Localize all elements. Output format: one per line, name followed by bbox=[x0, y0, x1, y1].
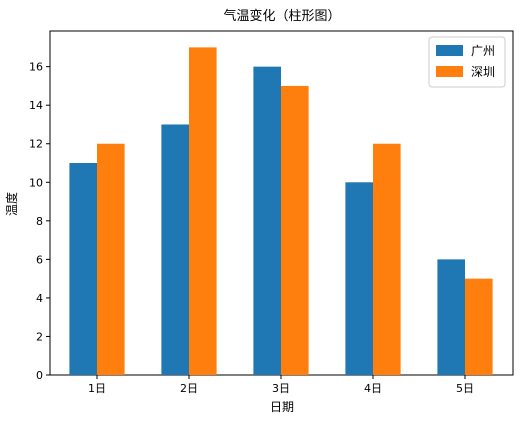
bar-1-3 bbox=[253, 66, 281, 376]
x-tick-label: 4日 bbox=[364, 382, 382, 395]
legend-label-1: 广州 bbox=[471, 44, 495, 58]
bar-2-2 bbox=[189, 47, 217, 375]
x-tick-label: 1日 bbox=[88, 382, 106, 395]
bar-1-2 bbox=[161, 124, 189, 375]
x-tick-label: 3日 bbox=[272, 382, 290, 395]
y-tick-label: 0 bbox=[36, 369, 43, 382]
y-tick-label: 14 bbox=[29, 99, 43, 112]
legend-swatch-2 bbox=[436, 66, 463, 77]
x-tick-label: 5日 bbox=[456, 382, 474, 395]
bar-2-1 bbox=[97, 143, 125, 375]
y-tick-label: 4 bbox=[36, 292, 43, 305]
x-axis-label: 日期 bbox=[270, 400, 294, 414]
y-axis-label: 温度 bbox=[4, 192, 19, 216]
legend-swatch-1 bbox=[436, 45, 463, 56]
bar-1-4 bbox=[345, 182, 373, 375]
bar-2-4 bbox=[373, 143, 401, 375]
y-tick-label: 2 bbox=[36, 330, 43, 343]
bar-1-1 bbox=[69, 163, 97, 375]
y-tick-label: 8 bbox=[36, 215, 43, 228]
x-tick-label: 2日 bbox=[180, 382, 198, 395]
x-axis: 1日 2日 3日 4日 5日 bbox=[88, 375, 474, 395]
y-axis: 0 2 4 6 8 10 12 14 16 bbox=[29, 61, 50, 382]
bar-1-5 bbox=[437, 259, 465, 375]
y-tick-label: 12 bbox=[29, 138, 43, 151]
y-tick-label: 10 bbox=[29, 176, 43, 189]
bar-2-5 bbox=[465, 278, 493, 375]
legend-label-2: 深圳 bbox=[471, 65, 495, 79]
bar-2-3 bbox=[281, 85, 309, 375]
bars-group bbox=[69, 47, 493, 376]
y-tick-label: 16 bbox=[29, 61, 43, 74]
y-tick-label: 6 bbox=[36, 253, 43, 266]
chart-title: 气温变化（柱形图） bbox=[223, 8, 340, 24]
